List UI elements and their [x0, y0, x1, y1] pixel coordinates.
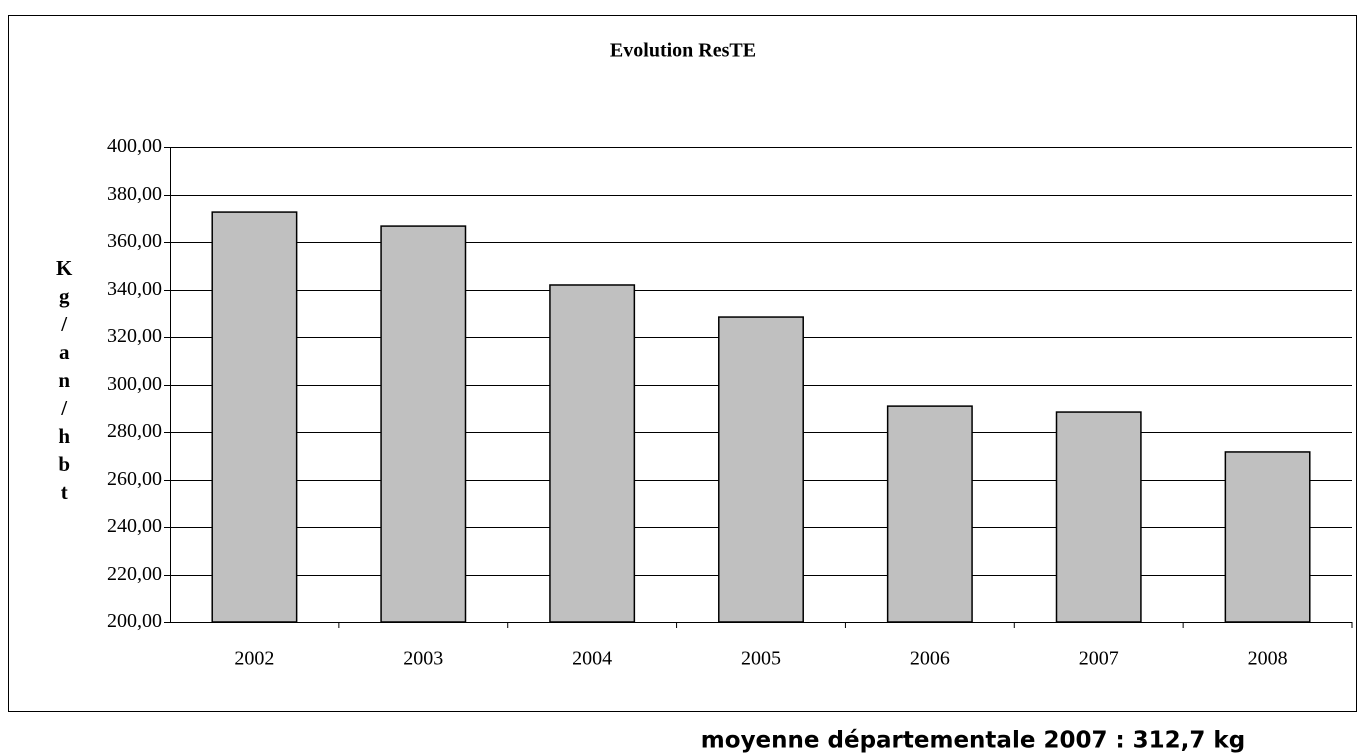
bar [380, 225, 467, 623]
y-tick-label: 280,00 [107, 420, 162, 442]
y-axis-label: Kg/an/hbt [52, 256, 76, 508]
y-tick-label: 240,00 [107, 515, 162, 537]
x-tick-label: 2005 [741, 648, 781, 670]
y-tick-label: 360,00 [107, 230, 162, 252]
x-tick-label: 2008 [1248, 648, 1288, 670]
x-tick-label: 2007 [1079, 648, 1119, 670]
bar [549, 284, 636, 623]
y-tick-label: 380,00 [107, 183, 162, 205]
y-tick-label: 340,00 [107, 278, 162, 300]
x-tick-label: 2002 [234, 648, 274, 670]
bar [211, 211, 298, 623]
note: moyenne départementale 2007 : 312,7 kg [701, 728, 1245, 753]
chart-title: Evolution ResTE [610, 40, 756, 62]
bar [1055, 411, 1142, 623]
x-tick-label: 2003 [403, 648, 443, 670]
x-tick-label: 2006 [910, 648, 950, 670]
bar [718, 316, 804, 623]
y-tick-label: 400,00 [107, 135, 162, 157]
y-tick-label: 220,00 [107, 563, 162, 585]
y-tick-label: 260,00 [107, 468, 162, 490]
bar [886, 405, 973, 623]
y-tick-label: 320,00 [107, 325, 162, 347]
x-tick-label: 2004 [572, 648, 612, 670]
bar [1224, 451, 1311, 623]
y-tick-label: 300,00 [107, 373, 162, 395]
chart-border [8, 15, 1357, 712]
y-tick-label: 200,00 [107, 610, 162, 632]
